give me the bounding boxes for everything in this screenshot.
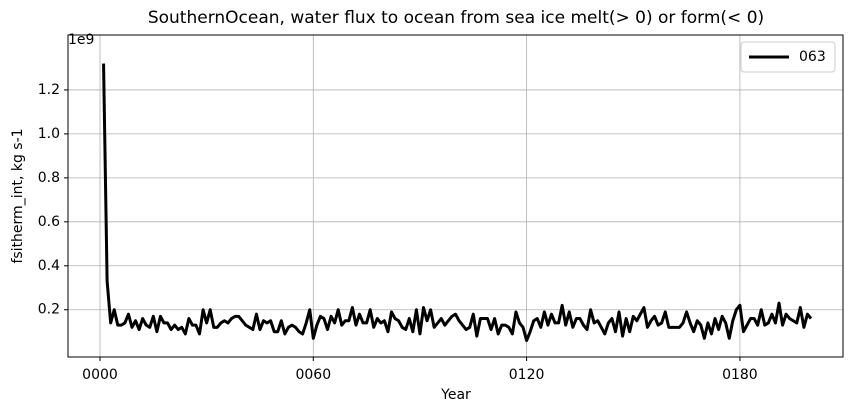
y-tick-label: 0.4: [38, 258, 60, 274]
x-tick-label: 0120: [509, 367, 545, 383]
legend-label: 063: [799, 49, 826, 65]
x-tick-label: 0000: [82, 367, 118, 383]
chart-title: SouthernOcean, water flux to ocean from …: [148, 8, 764, 28]
y-tick-label: 1.2: [38, 82, 60, 98]
plot-frame: [67, 34, 844, 358]
x-tick-label: 0060: [295, 367, 331, 383]
y-tick-label: 0.6: [38, 214, 60, 230]
y-tick-label: 0.2: [38, 302, 60, 318]
data-line: [102, 63, 813, 343]
y-axis-label: fsitherm_int, kg s-1: [10, 128, 26, 263]
y-offset-label: 1e9: [68, 32, 94, 48]
y-tick-label: 0.8: [38, 170, 60, 186]
x-tick-label: 0180: [722, 367, 758, 383]
x-axis-label: Year: [440, 387, 471, 403]
y-tick-label: 1.0: [38, 126, 60, 142]
